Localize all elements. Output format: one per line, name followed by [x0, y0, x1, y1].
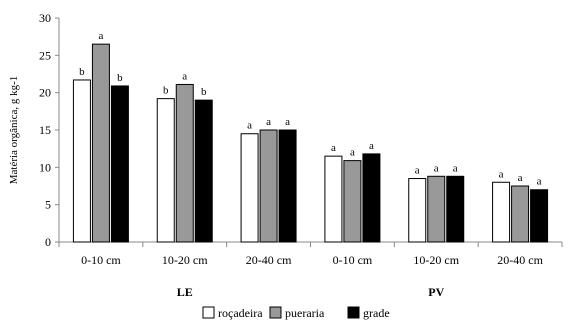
bar-significance-label: a	[537, 176, 542, 188]
bar-roçadeira	[72, 79, 91, 243]
y-tick-label: 25	[39, 48, 51, 62]
legend-swatch-grade	[347, 306, 360, 319]
bar-roçadeira	[156, 98, 175, 243]
bar-grade	[530, 189, 549, 243]
x-tick-label: 0-10 cm	[81, 253, 121, 267]
bar-significance-label: a	[518, 172, 523, 184]
x-tick-label: 10-20 cm	[413, 253, 459, 267]
legend: roçadeira pueraria grade	[202, 306, 390, 320]
bar-significance-label: a	[266, 116, 271, 128]
x-tick-label: 20-40 cm	[497, 253, 543, 267]
y-tick-label: 15	[39, 123, 51, 137]
bar-significance-label: a	[331, 142, 336, 154]
bar-grade	[362, 153, 381, 243]
y-tick-label: 20	[39, 86, 51, 100]
bar-significance-label: a	[434, 162, 439, 174]
x-tick-labels: 0-10 cm 10-20 cm 20-40 cm 0-10 cm 10-20 cm 20…	[81, 253, 543, 267]
bar-pueraria	[259, 129, 278, 243]
bar-pueraria	[427, 175, 446, 243]
bar-significance-label: a	[499, 168, 504, 180]
legend-swatch-pueraria	[269, 306, 282, 319]
axes: 0 5 10 15 20 25 30	[39, 11, 563, 249]
x-tick-label: 0-10 cm	[333, 253, 373, 267]
group-labels: LE PV	[177, 285, 445, 299]
group-label: LE	[177, 285, 193, 299]
x-tick-label: 20-40 cm	[246, 253, 292, 267]
bar-significance-label: b	[201, 86, 207, 98]
bar-significance-label: b	[79, 66, 85, 78]
y-axis-label: Matéria orgânica, g kg-1	[8, 76, 20, 185]
bar-significance-label: a	[247, 120, 252, 132]
bar-pueraria	[175, 83, 194, 243]
bar-significance-label: a	[415, 165, 420, 177]
bar-significance-label: a	[453, 162, 458, 174]
bar-grade	[194, 99, 213, 243]
significance-labels: b a b b a b a a a a a a a a a a a a	[79, 30, 541, 188]
bar-significance-label: a	[285, 116, 290, 128]
bar-roçadeira	[492, 181, 511, 243]
y-tick-label: 0	[45, 235, 51, 249]
legend-label: grade	[363, 306, 390, 320]
legend-swatch-roçadeira	[202, 306, 215, 319]
bar-significance-label: b	[163, 85, 169, 97]
bar-significance-label: a	[98, 30, 103, 42]
bar-grade	[110, 85, 129, 243]
bar-roçadeira	[240, 133, 259, 243]
bar-pueraria	[343, 160, 362, 243]
x-tick-label: 10-20 cm	[162, 253, 208, 267]
y-tick-label: 10	[39, 160, 51, 174]
bar-significance-label: a	[182, 70, 187, 82]
bar-pueraria	[511, 185, 530, 243]
legend-label: roçadeira	[218, 306, 263, 320]
bars	[72, 43, 549, 243]
bar-grade	[446, 175, 465, 243]
legend-label: pueraria	[285, 306, 325, 320]
bar-roçadeira	[324, 155, 343, 243]
bar-significance-label: a	[350, 147, 355, 159]
bar-roçadeira	[408, 178, 427, 243]
y-tick-label: 5	[45, 198, 51, 212]
bar-grade	[278, 129, 297, 243]
bar-significance-label: b	[117, 72, 123, 84]
y-tick-label: 30	[39, 11, 51, 25]
bar-pueraria	[91, 43, 110, 243]
group-label: PV	[428, 285, 444, 299]
bar-significance-label: a	[369, 140, 374, 152]
